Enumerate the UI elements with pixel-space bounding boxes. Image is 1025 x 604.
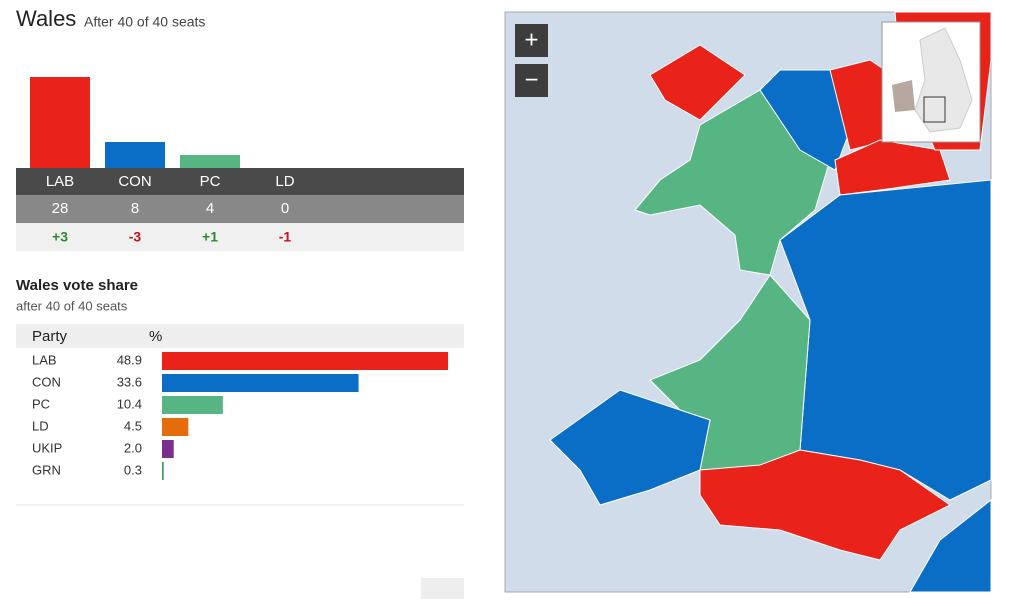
seat-bar — [30, 77, 90, 168]
vote-bar — [162, 418, 189, 436]
seat-row — [16, 195, 464, 223]
party-name: GRN — [32, 462, 61, 477]
vote-title: Wales vote share — [16, 277, 138, 294]
column-header: Party — [32, 328, 68, 345]
seat-count: 4 — [206, 200, 214, 217]
seat-count: 0 — [281, 200, 289, 217]
zoom-out-label: − — [524, 66, 538, 93]
map: + − — [504, 11, 992, 593]
vote-bar — [162, 396, 223, 414]
seat-change: +1 — [202, 229, 218, 245]
seat-change: -1 — [279, 229, 292, 245]
vote-bar — [162, 440, 174, 458]
vote-subtitle: after 40 of 40 seats — [16, 298, 128, 313]
party-row — [16, 168, 464, 195]
seat-count: 8 — [131, 200, 139, 217]
table-header — [16, 324, 464, 348]
vote-bar — [162, 462, 164, 480]
vote-percent: 10.4 — [117, 396, 142, 411]
vote-bar — [162, 352, 449, 370]
vote-percent: 2.0 — [124, 440, 142, 455]
vote-bar — [162, 374, 359, 392]
party-name: LAB — [32, 352, 57, 367]
inset-land — [892, 80, 915, 112]
party-name: PC — [32, 396, 50, 411]
map-region — [909, 498, 992, 593]
seat-bar — [105, 142, 165, 168]
map-region — [699, 449, 951, 561]
party-name: LD — [32, 418, 49, 433]
scroll-stub — [421, 578, 464, 599]
vote-percent: 0.3 — [124, 462, 142, 477]
seat-bar — [180, 155, 240, 168]
title: Wales — [16, 6, 76, 31]
vote-percent: 33.6 — [117, 374, 142, 389]
party-label: CON — [118, 173, 151, 190]
zoom-in-label: + — [524, 26, 538, 53]
seat-change: -3 — [129, 229, 142, 245]
map-region — [649, 44, 746, 121]
party-label: LAB — [46, 173, 74, 190]
zoom-in-button[interactable] — [515, 24, 548, 57]
party-name: CON — [32, 374, 61, 389]
zoom-out-button[interactable] — [515, 64, 548, 97]
subtitle: After 40 of 40 seats — [84, 14, 205, 30]
seat-change: +3 — [52, 229, 68, 245]
seat-count: 28 — [52, 200, 69, 217]
vote-percent: 4.5 — [124, 418, 142, 433]
change-row — [16, 223, 464, 251]
column-header: % — [149, 328, 162, 345]
party-name: UKIP — [32, 440, 62, 455]
party-label: PC — [200, 173, 221, 190]
inset-land — [914, 27, 973, 133]
inset-viewport — [923, 96, 946, 123]
vote-percent: 48.9 — [117, 352, 142, 367]
party-label: LD — [275, 173, 294, 190]
